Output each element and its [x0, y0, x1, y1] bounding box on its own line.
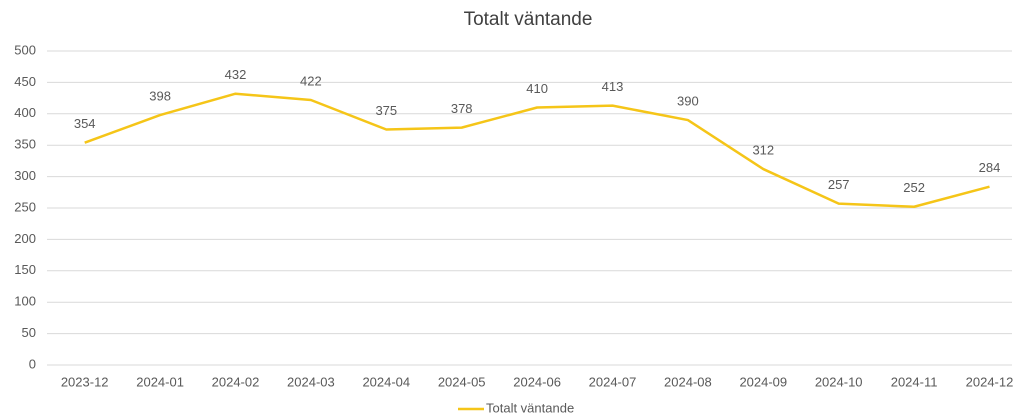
data-label: 432	[225, 67, 247, 82]
x-tick-label: 2024-12	[966, 374, 1014, 389]
x-tick-label: 2024-05	[438, 374, 486, 389]
data-label: 390	[677, 94, 699, 109]
x-tick-label: 2024-01	[136, 374, 184, 389]
data-label: 375	[375, 103, 397, 118]
data-label: 312	[752, 143, 774, 158]
data-label: 354	[74, 116, 96, 131]
y-tick-label: 300	[14, 168, 36, 183]
data-label: 284	[979, 160, 1001, 175]
x-tick-label: 2024-02	[212, 374, 260, 389]
y-tick-label: 150	[14, 262, 36, 277]
data-label: 398	[149, 88, 171, 103]
data-label: 422	[300, 73, 322, 88]
data-label: 410	[526, 81, 548, 96]
legend-label: Totalt väntande	[486, 400, 574, 415]
x-tick-label: 2024-08	[664, 374, 712, 389]
x-tick-label: 2024-04	[362, 374, 410, 389]
y-tick-label: 0	[29, 356, 36, 371]
y-tick-label: 200	[14, 231, 36, 246]
y-tick-label: 400	[14, 105, 36, 120]
y-tick-label: 100	[14, 294, 36, 309]
x-tick-label: 2024-06	[513, 374, 561, 389]
x-tick-label: 2023-12	[61, 374, 109, 389]
x-tick-label: 2024-11	[891, 374, 938, 389]
data-label: 413	[602, 79, 624, 94]
chart-title: Totalt väntande	[464, 9, 593, 30]
data-label: 257	[828, 177, 850, 192]
y-tick-label: 250	[14, 199, 36, 214]
y-tick-label: 50	[22, 325, 36, 340]
y-tick-label: 500	[14, 42, 36, 57]
line-series	[84, 92, 990, 208]
data-label: 252	[903, 180, 925, 195]
x-tick-label: 2024-07	[589, 374, 637, 389]
x-tick-label: 2024-09	[739, 374, 787, 389]
x-tick-label: 2024-03	[287, 374, 335, 389]
x-tick-label: 2024-10	[815, 374, 863, 389]
y-tick-label: 350	[14, 137, 36, 152]
y-tick-label: 450	[14, 74, 36, 89]
data-label: 378	[451, 101, 473, 116]
